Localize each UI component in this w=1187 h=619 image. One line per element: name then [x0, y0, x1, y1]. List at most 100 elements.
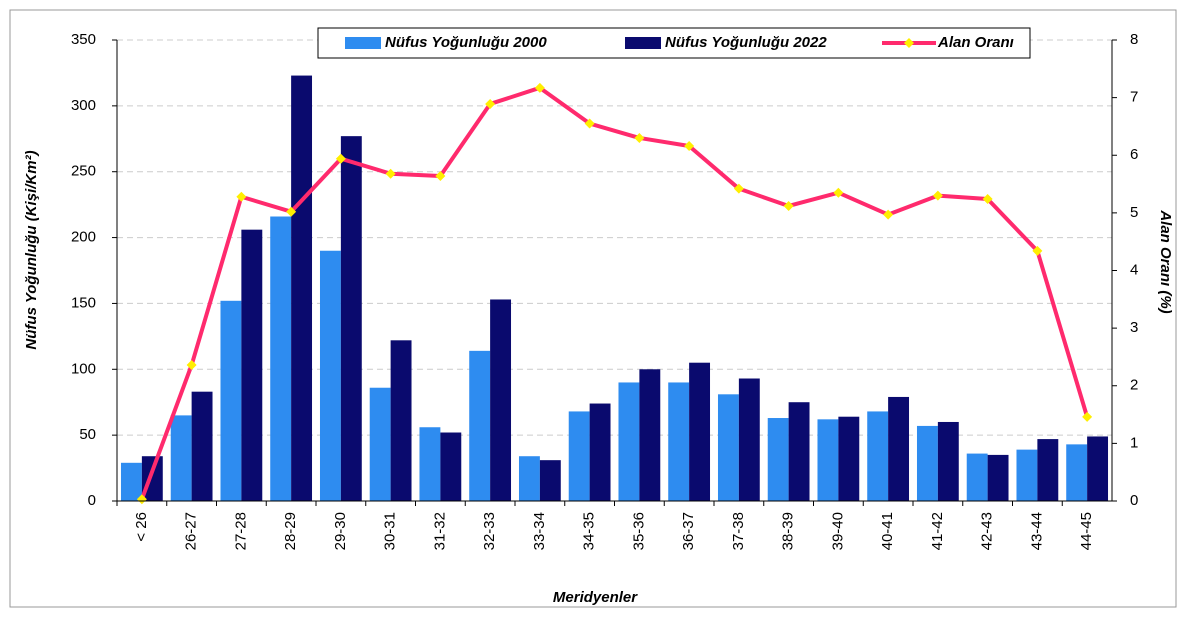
bar	[568, 411, 590, 501]
x-axis-title: Meridyenler	[553, 589, 638, 606]
bar	[589, 403, 611, 501]
x-tick-label: 42-43	[979, 512, 996, 550]
x-tick-label: 31-32	[431, 512, 448, 550]
y-tick-label: 350	[71, 31, 96, 48]
bar	[518, 456, 540, 501]
bar	[717, 394, 739, 501]
x-tick-label: 40-41	[879, 512, 896, 550]
y-tick-label: 250	[71, 163, 96, 180]
legend-label: Nüfus Yoğunluğu 2022	[665, 34, 827, 51]
marker	[236, 191, 247, 202]
bar	[817, 419, 839, 501]
bar	[937, 421, 959, 501]
bar	[120, 462, 142, 501]
bar	[639, 369, 661, 501]
x-tick-label: 37-38	[730, 512, 747, 550]
bar	[241, 229, 263, 501]
x-tick-label: < 26	[133, 512, 150, 542]
bar	[291, 75, 313, 501]
bar	[838, 416, 860, 501]
x-tick-label: 39-40	[829, 512, 846, 550]
bar	[966, 453, 988, 501]
marker	[883, 209, 894, 220]
x-tick-label: 44-45	[1078, 512, 1095, 550]
y2-tick-label: 4	[1130, 261, 1138, 278]
x-tick-label: 30-31	[382, 512, 399, 550]
marker	[733, 183, 744, 194]
y2-tick-label: 0	[1130, 492, 1138, 509]
bar	[668, 382, 690, 501]
marker	[534, 82, 545, 93]
marker	[1082, 411, 1093, 422]
marker	[485, 98, 496, 109]
marker	[1032, 245, 1043, 256]
bar	[888, 396, 910, 501]
line	[139, 85, 1090, 500]
x-tick-label: 29-30	[332, 512, 349, 550]
bar	[689, 362, 711, 501]
marker	[684, 141, 695, 152]
bar	[1066, 444, 1088, 501]
bar	[340, 136, 362, 501]
marker	[286, 206, 297, 217]
y-axis-title: Nüfus Yoğunluğu (Kişi/Km²)	[23, 150, 40, 349]
x-tick-label: 38-39	[780, 512, 797, 550]
x-tick-label: 36-37	[680, 512, 697, 550]
bar	[539, 460, 561, 501]
bar	[270, 216, 292, 502]
marker	[634, 132, 645, 143]
legend-label: Alan Oranı	[937, 34, 1014, 51]
bar	[319, 250, 341, 501]
bar	[191, 391, 213, 501]
marker	[783, 200, 794, 211]
marker	[435, 170, 446, 181]
legend-swatch	[625, 37, 661, 49]
bar	[867, 411, 889, 501]
x-tick-label: 33-34	[531, 512, 548, 550]
marker	[385, 168, 396, 179]
legend-marker	[904, 38, 914, 48]
bar	[1016, 449, 1038, 501]
legend-swatch	[345, 37, 381, 49]
frame	[9, 9, 1177, 608]
marker	[186, 360, 197, 371]
bar	[738, 378, 760, 501]
marker	[833, 187, 844, 198]
y2-tick-label: 5	[1130, 204, 1138, 221]
x-tick-label: 27-28	[232, 512, 249, 550]
bar	[369, 387, 391, 501]
bar	[469, 350, 491, 501]
y2-tick-label: 3	[1130, 319, 1138, 336]
y-tick-label: 200	[71, 229, 96, 246]
y2-tick-label: 6	[1130, 146, 1138, 163]
y-tick-label: 50	[79, 426, 96, 443]
bar	[788, 402, 810, 501]
y2-tick-label: 1	[1130, 434, 1138, 451]
y2-tick-label: 7	[1130, 89, 1138, 106]
y2-tick-label: 8	[1130, 31, 1138, 48]
bar	[440, 432, 462, 501]
marker	[932, 190, 943, 201]
x-tick-label: 26-27	[183, 512, 200, 550]
legend: Nüfus Yoğunluğu 2000 Nüfus Yoğunluğu 2022…	[317, 27, 1031, 59]
bar	[916, 425, 938, 501]
bar	[220, 300, 242, 501]
x-tick-label: 34-35	[581, 512, 598, 550]
bar	[767, 418, 789, 501]
y-tick-label: 100	[71, 360, 96, 377]
x-tick-label: 35-36	[630, 512, 647, 550]
marker	[584, 118, 595, 129]
y-tick-label: 0	[88, 492, 96, 509]
y2-axis-title: Alan Oranı (%)	[1157, 209, 1174, 313]
bar	[390, 340, 412, 501]
bar	[170, 415, 192, 501]
bar	[419, 427, 441, 501]
bar	[1087, 436, 1109, 501]
bar	[618, 382, 640, 501]
bar	[987, 454, 1009, 501]
marker	[335, 153, 346, 164]
x-tick-label: 28-29	[282, 512, 299, 550]
marker	[136, 494, 147, 505]
y-tick-label: 150	[71, 294, 96, 311]
y2-tick-label: 2	[1130, 377, 1138, 394]
